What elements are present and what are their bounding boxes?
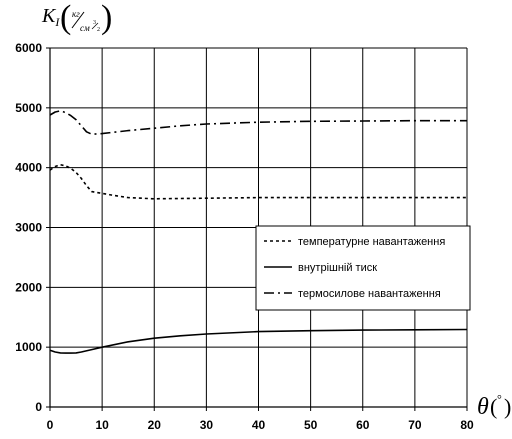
x-tick-label: 10 xyxy=(95,418,109,432)
y-label-exp-num: 3 xyxy=(93,20,96,26)
axes xyxy=(46,47,468,411)
y-tick-label: 3000 xyxy=(15,221,42,235)
gridlines xyxy=(50,47,468,407)
legend-label-internal-pressure: внутрішній тиск xyxy=(298,262,377,274)
legend-label-temperature: температурне навантаження xyxy=(298,236,445,248)
x-label-main: θ xyxy=(477,394,489,420)
x-tick-label: 50 xyxy=(304,418,318,432)
x-label-open-paren: ( xyxy=(490,394,497,419)
y-label-exp-den: 2 xyxy=(97,27,100,33)
series-lines xyxy=(49,110,468,354)
x-tick-label: 40 xyxy=(252,418,266,432)
legend: температурне навантаження внутрішній тис… xyxy=(255,225,471,311)
y-axis-label: KI ( кг см 3 2 ) xyxy=(41,0,112,36)
series-temperature-line xyxy=(49,163,467,200)
x-tick-label: 60 xyxy=(356,418,370,432)
y-label-unit-den: см xyxy=(80,23,90,33)
y-label-fraction-slash xyxy=(71,11,85,29)
y-label-unit-num: кг xyxy=(72,9,80,19)
x-tick-label: 0 xyxy=(47,418,54,432)
y-label-main: K xyxy=(41,5,57,27)
x-label-close-paren: ) xyxy=(504,394,511,419)
x-label-unit: ° xyxy=(497,392,502,406)
x-tick-labels: 0 10 20 30 40 50 60 70 80 xyxy=(47,418,474,432)
y-label-close-paren: ) xyxy=(101,0,112,36)
legend-box xyxy=(255,225,471,311)
x-tick-label: 20 xyxy=(148,418,162,432)
y-label-exp-slash xyxy=(91,22,99,30)
y-tick-label: 2000 xyxy=(15,280,42,294)
y-label-open-paren: ( xyxy=(60,0,71,36)
series-thermo-force-line xyxy=(49,110,467,135)
y-tick-label: 0 xyxy=(35,400,42,414)
y-tick-label: 6000 xyxy=(15,41,42,55)
x-axis-label: θ ( ° ) xyxy=(477,392,511,420)
legend-label-thermo-force: термосилове навантаження xyxy=(298,288,441,300)
series-internal-pressure-line xyxy=(49,328,468,354)
y-tick-label: 1000 xyxy=(15,340,42,354)
x-tick-label: 70 xyxy=(408,418,422,432)
x-tick-label: 30 xyxy=(200,418,214,432)
y-tick-label: 4000 xyxy=(15,161,42,175)
y-tick-labels: 0 1000 2000 3000 4000 5000 6000 xyxy=(15,41,42,414)
x-tick-label: 80 xyxy=(460,418,474,432)
y-tick-label: 5000 xyxy=(15,101,42,115)
svg-text:KI: KI xyxy=(41,5,60,29)
y-label-sub: I xyxy=(54,15,60,29)
